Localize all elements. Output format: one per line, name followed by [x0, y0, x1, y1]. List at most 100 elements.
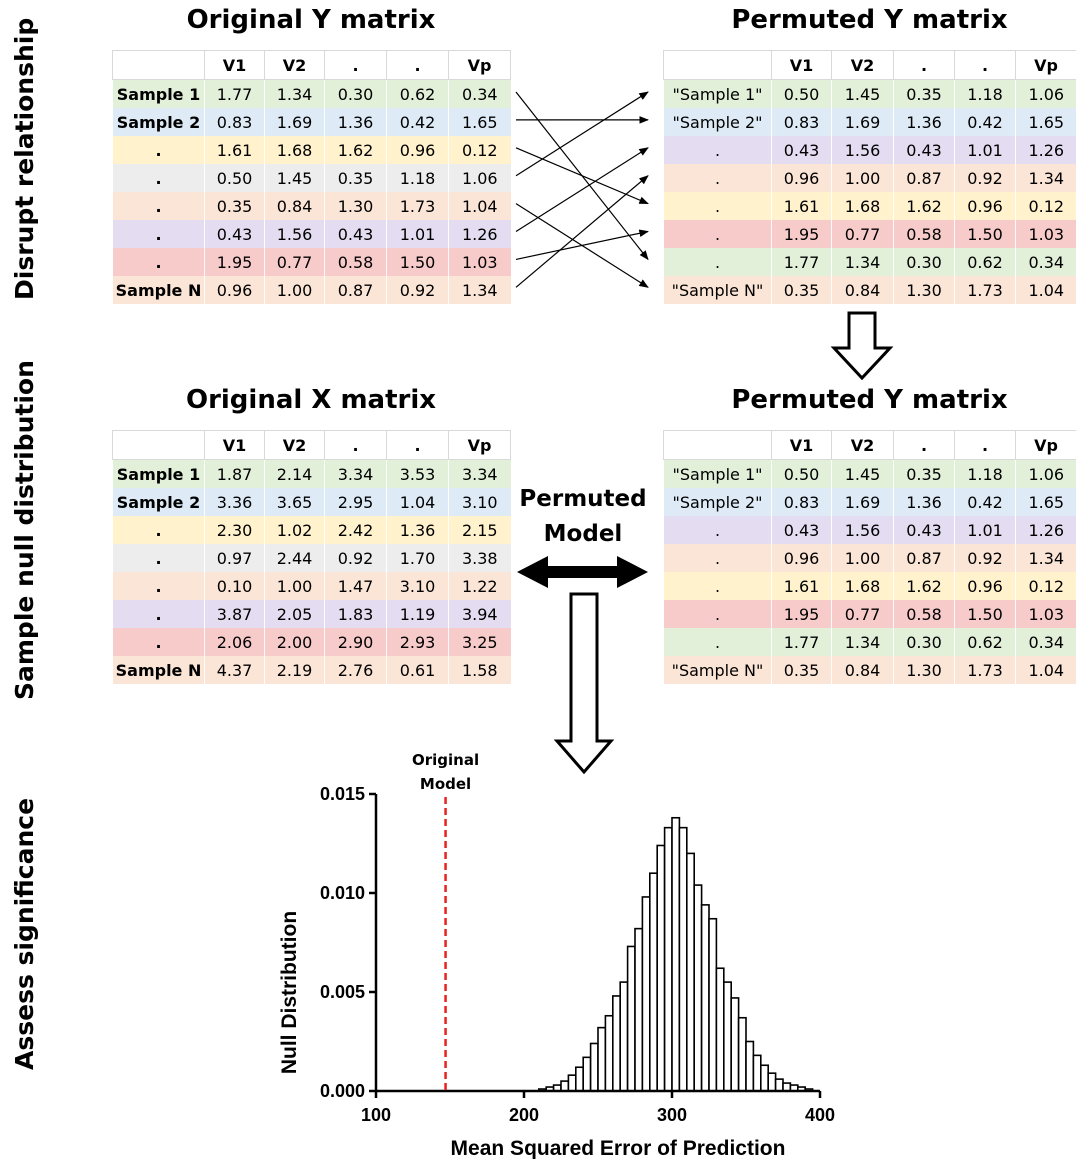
matrix-row: Sample 1 1.87 2.14 3.34 3.53 3.34 — [112, 459, 511, 488]
matrix-cell: 1.50 — [386, 248, 449, 276]
matrix-cell: 0.97 — [204, 544, 265, 572]
histogram-bar — [560, 1080, 570, 1092]
matrix-header-cell — [112, 430, 205, 460]
matrix-cell: 0.96 — [386, 136, 449, 164]
matrix-cell: 0.96 — [771, 164, 832, 192]
matrix-header-cell: . — [954, 430, 1016, 460]
matrix-cell: 0.42 — [954, 488, 1016, 516]
matrix-row: . 1.77 1.34 0.30 0.62 0.34 — [663, 628, 1076, 656]
matrix-cell: 0.96 — [954, 192, 1016, 220]
matrix-row: "Sample 2" 0.83 1.69 1.36 0.42 1.65 — [663, 488, 1076, 516]
null-distribution-chart: 0.000 0.005 0.010 0.015 100 200 300 400 Mean Squ… — [278, 751, 835, 1159]
matrix-row-label: "Sample N" — [663, 276, 772, 304]
matrix-cell: 0.61 — [386, 656, 449, 684]
histogram-bar — [597, 1026, 607, 1092]
matrix-cell: 3.10 — [448, 488, 511, 516]
matrix-header-row: V1 V2.. Vp — [112, 430, 511, 460]
matrix-cell: 1.50 — [954, 220, 1016, 248]
y-tick-label: 0.000 — [320, 1081, 365, 1101]
original-y-matrix: V1 V2.. Vp Sample 1 1.77 1.34 0.30 0.62 0.34 Samp… — [112, 50, 511, 304]
matrix-cell: 1.95 — [204, 248, 265, 276]
histogram-bar — [574, 1066, 584, 1092]
matrix-row-label: "Sample 1" — [663, 459, 772, 488]
matrix-header-cell: . — [893, 50, 955, 80]
matrix-cell: 2.05 — [264, 600, 325, 628]
matrix-row: Sample 2 0.83 1.69 1.36 0.42 1.65 — [112, 108, 511, 136]
permuted-model-line1: Permuted — [519, 486, 647, 512]
histogram-bar — [671, 816, 681, 1092]
x-tick-label: 300 — [657, 1105, 687, 1125]
matrix-row: . 3.87 2.05 1.83 1.19 3.94 — [112, 600, 511, 628]
matrix-cell: 0.12 — [1015, 192, 1076, 220]
matrix-row-label: . — [112, 544, 205, 572]
matrix-cell: 0.42 — [386, 108, 449, 136]
matrix-cell: 2.90 — [324, 628, 387, 656]
permuted-y-matrix-top: V1 V2.. Vp "Sample 1" 0.50 1.45 0.35 1.18 1.06 "S… — [663, 50, 1076, 304]
matrix-cell: 1.36 — [893, 108, 955, 136]
matrix-cell: 1.45 — [264, 164, 325, 192]
matrix-cell: 2.95 — [324, 488, 387, 516]
matrix-cell: 0.50 — [771, 459, 832, 488]
matrix-cell: 3.53 — [386, 459, 449, 488]
y-axis-label: Null Distribution — [278, 911, 301, 1074]
matrix-cell: 3.36 — [204, 488, 265, 516]
histogram-bar — [567, 1074, 577, 1092]
matrix-cell: 2.76 — [324, 656, 387, 684]
matrix-cell: 1.34 — [264, 79, 325, 108]
matrix-cell: 0.10 — [204, 572, 265, 600]
matrix-header-cell — [663, 50, 772, 80]
matrix-cell: 1.70 — [386, 544, 449, 572]
histogram-bar — [678, 826, 688, 1092]
matrix-row: . 1.95 0.77 0.58 1.50 1.03 — [112, 248, 511, 276]
matrix-header-cell — [112, 50, 205, 80]
matrix-cell: 1.03 — [1015, 600, 1076, 628]
matrix-row: . 1.95 0.77 0.58 1.50 1.03 — [663, 220, 1076, 248]
matrix-row-label: . — [663, 248, 772, 276]
matrix-cell: 0.62 — [954, 628, 1016, 656]
matrix-cell: 1.03 — [1015, 220, 1076, 248]
histogram-bar — [641, 896, 651, 1092]
matrix-header-cell: V2 — [831, 50, 894, 80]
matrix-cell: 1.01 — [954, 136, 1016, 164]
matrix-cell: 0.30 — [893, 628, 955, 656]
matrix-cell: 1.26 — [448, 220, 511, 248]
matrix-cell: 1.73 — [386, 192, 449, 220]
histogram-bar — [582, 1056, 592, 1092]
matrix-cell: 3.94 — [448, 600, 511, 628]
matrix-row-label: . — [112, 628, 205, 656]
histogram-bar — [700, 904, 710, 1092]
matrix-cell: 1.68 — [831, 192, 894, 220]
matrix-cell: 1.00 — [831, 164, 894, 192]
matrix-header-cell: Vp — [1015, 430, 1076, 460]
matrix-cell: 1.73 — [954, 276, 1016, 304]
matrix-cell: 0.35 — [204, 192, 265, 220]
matrix-cell: 0.83 — [771, 488, 832, 516]
matrix-cell: 3.65 — [264, 488, 325, 516]
matrix-cell: 1.02 — [264, 516, 325, 544]
matrix-cell: 1.06 — [1015, 79, 1076, 108]
matrix-cell: 1.30 — [324, 192, 387, 220]
matrix-cell: 2.06 — [204, 628, 265, 656]
permuted-model-line2: Model — [543, 521, 623, 547]
down-arrow-permuted — [830, 311, 894, 381]
matrix-cell: 1.69 — [831, 108, 894, 136]
matrix-cell: 0.50 — [204, 164, 265, 192]
matrix-cell: 2.30 — [204, 516, 265, 544]
histogram-bar — [604, 1014, 614, 1092]
matrix-cell: 0.35 — [771, 656, 832, 684]
permutation-arrows — [515, 91, 649, 288]
matrix-row-label: . — [112, 600, 205, 628]
matrix-cell: 1.30 — [893, 656, 955, 684]
matrix-row: "Sample N" 0.35 0.84 1.30 1.73 1.04 — [663, 276, 1076, 304]
matrix-cell: 1.68 — [264, 136, 325, 164]
matrix-row-label: . — [663, 220, 772, 248]
matrix-cell: 0.77 — [831, 600, 894, 628]
histogram-bar — [730, 997, 740, 1092]
histogram-bar — [722, 981, 732, 1092]
matrix-cell: 1.77 — [771, 628, 832, 656]
original-model-label-line1: Original — [412, 751, 479, 769]
histogram-bar — [626, 945, 636, 1092]
matrix-cell: 1.04 — [386, 488, 449, 516]
matrix-cell: 1.36 — [386, 516, 449, 544]
matrix-cell: 0.84 — [831, 656, 894, 684]
